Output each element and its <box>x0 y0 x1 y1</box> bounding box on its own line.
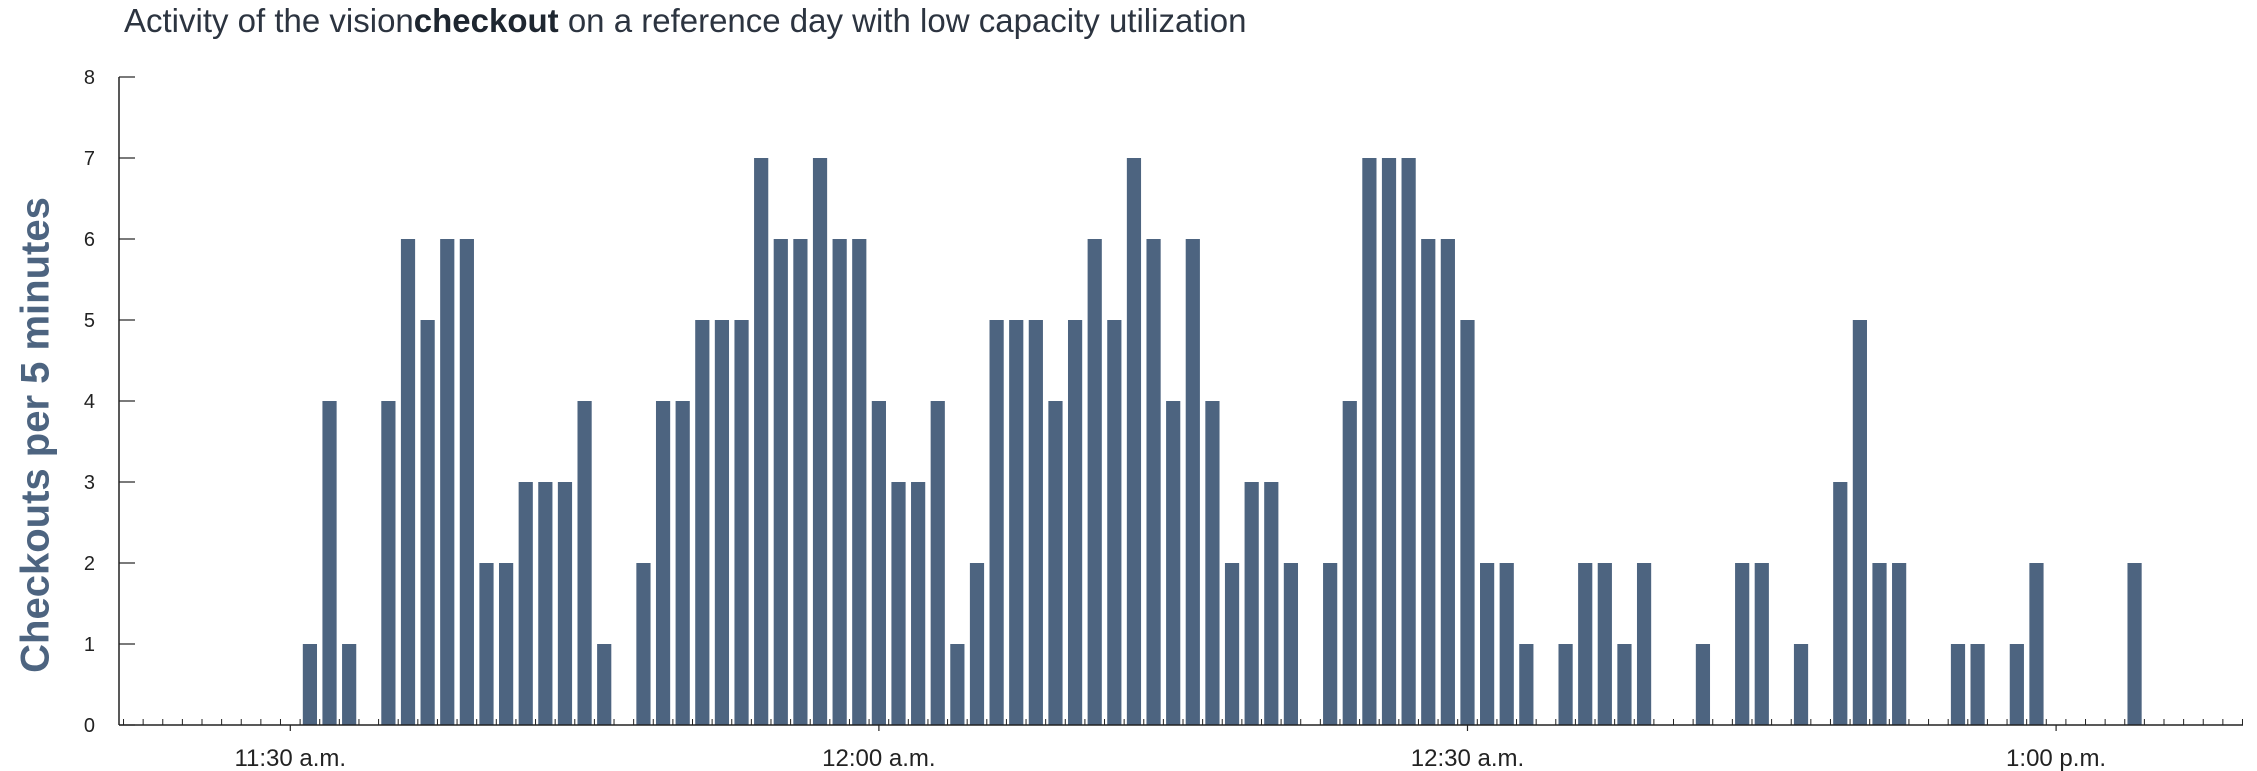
bar <box>1793 644 1809 725</box>
y-tick-label: 1 <box>84 634 95 656</box>
bar <box>1617 644 1632 725</box>
bar <box>1754 563 1769 725</box>
bar <box>636 563 651 725</box>
bar <box>1205 401 1220 725</box>
y-tick-label: 2 <box>84 553 95 575</box>
bar <box>852 239 867 725</box>
bar <box>891 482 906 725</box>
bar <box>518 482 533 725</box>
bar <box>557 482 573 725</box>
bar <box>1519 644 1534 725</box>
y-tick-label: 0 <box>84 715 95 737</box>
bar <box>812 158 828 725</box>
bar <box>1735 563 1750 725</box>
bar <box>714 320 730 725</box>
bar <box>2009 644 2024 725</box>
bar <box>342 644 357 725</box>
bar <box>1892 563 1907 725</box>
bar <box>1499 563 1514 725</box>
bar <box>1401 158 1416 725</box>
bar <box>930 401 945 725</box>
x-tick-label: 12:00 a.m. <box>822 745 935 771</box>
bar <box>793 239 808 725</box>
bar <box>1166 401 1181 725</box>
bar <box>2127 563 2142 725</box>
bar <box>1009 320 1024 725</box>
bar <box>754 158 769 725</box>
bar <box>1421 239 1436 725</box>
bar <box>1578 563 1593 725</box>
y-tick-label: 6 <box>84 229 95 251</box>
title-bold: checkout <box>413 2 559 39</box>
bar <box>1342 401 1357 725</box>
bar <box>1028 320 1043 725</box>
x-tick-label: 1:00 p.m. <box>2006 745 2106 771</box>
bar <box>2029 563 2044 725</box>
bar <box>1970 644 1985 725</box>
bar <box>1558 644 1573 725</box>
bar <box>400 239 416 725</box>
bar <box>440 239 455 725</box>
bar <box>1460 320 1475 725</box>
title-prefix: Activity of the vision <box>124 2 414 39</box>
bar <box>420 320 435 725</box>
bar <box>322 401 337 725</box>
bar <box>1950 644 1966 725</box>
bar <box>695 320 710 725</box>
bar <box>1833 482 1848 725</box>
bar <box>734 320 749 725</box>
y-tick-label: 3 <box>84 472 95 494</box>
bar <box>1381 158 1397 725</box>
bar <box>1695 644 1711 725</box>
bar <box>577 401 592 725</box>
bar <box>1480 563 1495 725</box>
bar <box>1146 239 1161 725</box>
bar <box>1067 320 1083 725</box>
bar <box>381 401 396 725</box>
bar <box>1126 158 1142 725</box>
x-tick-label: 11:30 a.m. <box>234 745 346 771</box>
bar <box>1107 320 1122 725</box>
bar <box>1087 239 1102 725</box>
bar <box>989 320 1004 725</box>
bar <box>871 401 886 725</box>
y-tick-label: 8 <box>84 67 95 89</box>
bar <box>1264 482 1279 725</box>
bar <box>1636 563 1652 725</box>
y-tick-label: 4 <box>84 391 95 413</box>
bar <box>950 644 965 725</box>
bar <box>538 482 553 725</box>
bar <box>832 239 847 725</box>
bar <box>1244 482 1259 725</box>
bar <box>459 239 474 725</box>
bar <box>655 401 671 725</box>
chart-title: Activity of the visioncheckout on a refe… <box>124 2 1247 40</box>
bar <box>1362 158 1377 725</box>
bar <box>675 401 690 725</box>
title-suffix: on a reference day with low capacity uti… <box>558 2 1247 39</box>
bar <box>1185 239 1200 725</box>
bar <box>1048 401 1063 725</box>
bar <box>597 644 612 725</box>
bar <box>1323 563 1338 725</box>
bar <box>1440 239 1455 725</box>
y-tick-label: 7 <box>84 148 95 170</box>
x-tick-label: 12:30 a.m. <box>1411 745 1524 771</box>
y-tick-label: 5 <box>84 310 95 332</box>
bar <box>911 482 926 725</box>
bar <box>1872 563 1887 725</box>
bar <box>1852 320 1867 725</box>
bar <box>479 563 494 725</box>
bar <box>302 644 318 725</box>
bar <box>773 239 788 725</box>
bar <box>969 563 985 725</box>
bar <box>1597 563 1612 725</box>
bar <box>1283 563 1299 725</box>
bar <box>1224 563 1240 725</box>
bar <box>499 563 514 725</box>
